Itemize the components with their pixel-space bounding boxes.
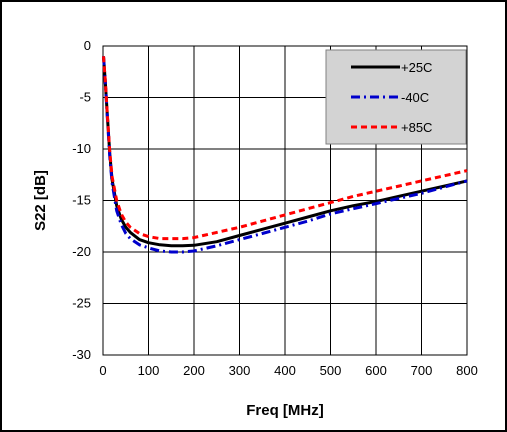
x-axis: 0 100 200 300 400 500 600 700 800 <box>99 363 477 378</box>
x-tick-label: 800 <box>456 363 478 378</box>
plot-area <box>102 45 468 356</box>
y-tick-label: 0 <box>84 38 91 53</box>
y-tick-label: -30 <box>72 347 91 362</box>
series-line-plus85c <box>102 56 468 241</box>
legend-label-plus85c: +85C <box>401 120 432 135</box>
legend-label-plus25c: +25C <box>401 60 432 75</box>
y-tick-label: -5 <box>79 90 91 105</box>
x-tick-label: 0 <box>99 363 106 378</box>
x-tick-label: 700 <box>411 363 433 378</box>
series-lines <box>102 56 468 254</box>
y-tick-label: -20 <box>72 244 91 259</box>
legend-label-minus40c: -40C <box>401 90 429 105</box>
x-tick-label: 200 <box>183 363 205 378</box>
x-tick-label: 600 <box>365 363 387 378</box>
series-line-minus40c <box>102 56 468 254</box>
x-tick-label: 300 <box>229 363 251 378</box>
y-tick-label: -15 <box>72 193 91 208</box>
legend: +25C -40C +85C <box>325 49 467 145</box>
x-tick-label: 400 <box>274 363 296 378</box>
x-tick-label: 100 <box>138 363 160 378</box>
x-tick-label: 500 <box>320 363 342 378</box>
y-axis: 0 -5 -10 -15 -20 -25 -30 <box>72 38 91 362</box>
y-axis-title: S22 [dB] <box>32 170 49 231</box>
x-axis-title: Freq [MHz] <box>246 402 324 419</box>
y-tick-label: -10 <box>72 141 91 156</box>
y-tick-label: -25 <box>72 296 91 311</box>
